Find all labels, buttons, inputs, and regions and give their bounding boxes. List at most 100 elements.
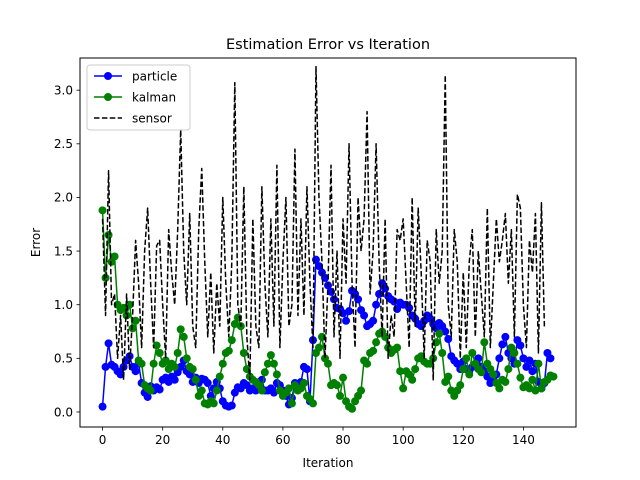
point-particle xyxy=(495,354,504,363)
point-kalman xyxy=(357,386,366,395)
point-particle xyxy=(227,401,236,410)
legend-entry-kalman: kalman xyxy=(94,90,176,104)
x-tick-label: 60 xyxy=(275,433,290,447)
y-tick-label: 0.5 xyxy=(54,352,73,366)
point-particle xyxy=(116,370,125,379)
y-tick-label: 2.5 xyxy=(54,137,73,151)
point-particle xyxy=(390,297,399,306)
point-particle xyxy=(104,339,113,348)
point-kalman xyxy=(224,346,233,355)
point-particle xyxy=(143,392,152,401)
point-particle xyxy=(155,385,164,394)
point-particle xyxy=(525,356,534,365)
point-kalman xyxy=(534,359,543,368)
point-kalman xyxy=(504,365,513,374)
point-kalman xyxy=(348,404,357,413)
point-kalman xyxy=(537,384,546,393)
point-particle xyxy=(369,316,378,325)
point-particle xyxy=(170,375,179,384)
y-axis-title: Error xyxy=(29,228,43,257)
point-particle xyxy=(522,362,531,371)
point-kalman xyxy=(363,359,372,368)
point-kalman xyxy=(170,362,179,371)
point-kalman xyxy=(393,343,402,352)
point-kalman xyxy=(372,338,381,347)
x-tick-label: 20 xyxy=(155,433,170,447)
legend-entry-particle: particle xyxy=(94,69,177,83)
point-kalman xyxy=(161,356,170,365)
point-kalman xyxy=(173,348,182,357)
point-kalman xyxy=(459,365,468,374)
point-kalman xyxy=(399,384,408,393)
point-kalman xyxy=(215,372,224,381)
y-axis: 0.0 0.5 1.0 1.5 2.0 2.5 3.0 xyxy=(54,83,80,419)
point-kalman xyxy=(435,329,444,338)
point-particle xyxy=(342,316,351,325)
point-kalman xyxy=(101,273,110,282)
point-kalman xyxy=(495,384,504,393)
x-tick-label: 40 xyxy=(215,433,230,447)
y-tick-label: 1.0 xyxy=(54,298,73,312)
point-kalman xyxy=(411,365,420,374)
x-tick-label: 140 xyxy=(512,433,535,447)
point-kalman xyxy=(528,375,537,384)
point-kalman xyxy=(110,252,119,261)
point-kalman xyxy=(146,386,155,395)
point-kalman xyxy=(314,343,323,352)
point-kalman xyxy=(98,206,107,215)
point-particle xyxy=(528,367,537,376)
point-kalman xyxy=(396,367,405,376)
y-tick-label: 2.0 xyxy=(54,191,73,205)
point-particle xyxy=(444,335,453,344)
point-kalman xyxy=(438,348,447,357)
x-axis-title: Iteration xyxy=(303,456,354,470)
point-particle xyxy=(176,362,185,371)
plot-frame xyxy=(79,57,577,428)
point-kalman xyxy=(260,368,269,377)
point-kalman xyxy=(513,359,522,368)
point-kalman xyxy=(468,348,477,357)
point-particle xyxy=(441,327,450,336)
point-kalman xyxy=(191,375,200,384)
point-kalman xyxy=(227,336,236,345)
point-kalman xyxy=(209,399,218,408)
point-kalman xyxy=(501,377,510,386)
point-kalman xyxy=(137,359,146,368)
point-particle xyxy=(519,354,528,363)
point-kalman xyxy=(197,386,206,395)
point-kalman xyxy=(525,384,534,393)
chart-title: Estimation Error vs Iteration xyxy=(226,37,430,53)
point-kalman xyxy=(218,359,227,368)
point-particle xyxy=(345,307,354,316)
point-particle xyxy=(381,284,390,293)
legend-label: sensor xyxy=(132,111,172,125)
x-tick-label: 80 xyxy=(335,433,350,447)
point-particle xyxy=(375,289,384,298)
point-particle xyxy=(546,354,555,363)
x-tick-label: 100 xyxy=(392,433,415,447)
legend: particle kalman sensor xyxy=(86,64,191,131)
point-kalman xyxy=(284,384,293,393)
point-kalman xyxy=(339,373,348,382)
point-kalman xyxy=(239,348,248,357)
legend-marker xyxy=(104,93,112,101)
point-kalman xyxy=(131,316,140,325)
point-kalman xyxy=(336,391,345,400)
point-kalman xyxy=(477,368,486,377)
point-kalman xyxy=(324,359,332,368)
point-particle xyxy=(131,367,140,376)
point-kalman xyxy=(179,332,188,341)
point-kalman xyxy=(299,379,308,388)
point-kalman xyxy=(176,325,185,334)
x-tick-label: 0 xyxy=(99,433,107,447)
series-line-sensor xyxy=(101,65,546,381)
point-kalman xyxy=(408,375,417,384)
point-kalman xyxy=(212,386,221,395)
point-kalman xyxy=(465,370,474,379)
point-kalman xyxy=(456,381,465,390)
point-kalman xyxy=(266,351,275,360)
point-particle xyxy=(302,365,311,374)
point-kalman xyxy=(333,381,342,390)
point-kalman xyxy=(257,386,266,395)
